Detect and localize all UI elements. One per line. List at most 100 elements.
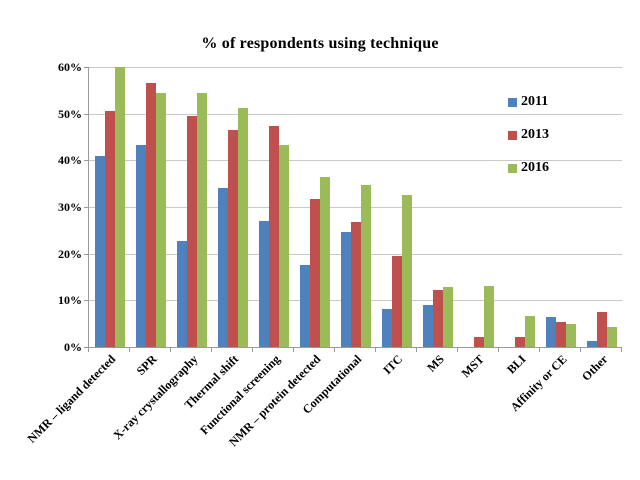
legend-swatch-2016 — [508, 163, 517, 173]
bar-groups — [89, 67, 622, 347]
x-axis-label-other: Other — [578, 352, 611, 384]
bar-2011-itc — [381, 309, 392, 347]
bar-2013-functional-screening — [268, 125, 279, 347]
bar-2011-functional-screening — [258, 221, 269, 347]
bar-2013-thermal-shift — [227, 130, 238, 347]
bar-2016-mst — [483, 286, 494, 347]
bar-2013-mst — [473, 336, 484, 347]
legend-item-2011: 2011 — [508, 94, 548, 110]
bar-2016-nmr-ligand-detected — [114, 67, 125, 347]
y-tickmark-30 — [84, 207, 88, 208]
x-tickmark-13 — [621, 348, 622, 352]
bar-2013-other — [596, 312, 607, 347]
bar-2016-computational — [360, 184, 371, 347]
chart-title: % of respondents using technique — [201, 35, 439, 52]
y-axis-label-60: 60% — [58, 60, 82, 74]
bar-2016-nmr-protein-detected — [319, 176, 330, 347]
x-tickmark-6 — [334, 348, 335, 352]
legend-swatch-2013 — [508, 130, 517, 140]
bar-2016-functional-screening — [278, 145, 289, 347]
y-axis-label-10: 10% — [58, 293, 82, 308]
bar-2013-x-ray-crystallography — [186, 116, 197, 347]
y-tickmark-60 — [84, 67, 88, 68]
bar-2013-nmr-protein-detected — [309, 198, 320, 347]
y-axis-label-50: 50% — [58, 106, 82, 121]
bar-2013-affinity-or-ce — [555, 321, 566, 347]
bar-group-functional-screening — [253, 67, 294, 347]
legend-swatch-2011 — [508, 97, 517, 107]
y-axis-label-20: 20% — [58, 246, 82, 261]
bar-2013-itc — [391, 256, 402, 347]
x-tickmark-7 — [374, 348, 376, 352]
x-axis-label-itc: ITC — [380, 352, 406, 377]
plot-area — [84, 67, 622, 352]
x-tickmark-12 — [580, 348, 581, 352]
bar-2011-ms — [422, 305, 433, 347]
x-tickmark-2 — [169, 348, 171, 352]
bar-group-nmr-ligand-detected — [89, 67, 130, 347]
bar-2016-x-ray-crystallography — [196, 92, 207, 347]
x-tickmark-10 — [498, 348, 499, 352]
bar-group-bli — [499, 67, 540, 347]
x-tickmark-9 — [456, 348, 458, 352]
bar-2013-ms — [432, 289, 443, 347]
x-axis-label-ms: MS — [423, 352, 447, 375]
bar-2013-spr — [145, 82, 156, 347]
bar-group-x-ray-crystallography — [171, 67, 212, 347]
x-tickmark-0 — [88, 348, 89, 352]
bar-2011-x-ray-crystallography — [176, 240, 187, 347]
x-axis-label-mst: MST — [459, 352, 488, 381]
legend-item-2013: 2013 — [508, 127, 549, 143]
bar-group-other — [581, 67, 622, 347]
bar-2011-spr — [135, 144, 146, 347]
bar-2016-bli — [524, 315, 535, 347]
bar-2013-nmr-ligand-detected — [104, 111, 115, 347]
legend-label-2013: 2013 — [521, 127, 549, 142]
y-axis-label-40: 40% — [58, 153, 82, 168]
x-axis-label-spr: SPR — [133, 352, 160, 378]
bar-2011-affinity-or-ce — [545, 317, 556, 347]
bar-group-nmr-protein-detected — [294, 67, 335, 347]
y-tickmark-20 — [84, 253, 88, 255]
y-tickmark-10 — [84, 300, 88, 302]
legend-label-2016: 2016 — [521, 160, 549, 175]
x-tickmark-3 — [211, 348, 212, 352]
gridline-30 — [89, 207, 622, 208]
y-tickmark-0 — [84, 347, 88, 348]
bar-2011-thermal-shift — [217, 188, 228, 347]
bar-group-itc — [376, 67, 417, 347]
y-axis-label-0: 0% — [64, 340, 82, 354]
bar-2016-spr — [155, 92, 166, 347]
bar-2016-itc — [401, 195, 412, 347]
bar-group-affinity-or-ce — [540, 67, 581, 347]
bar-group-thermal-shift — [212, 67, 253, 347]
x-tickmark-5 — [293, 348, 294, 352]
bar-group-mst — [458, 67, 499, 347]
legend-label-2011: 2011 — [521, 94, 549, 109]
bar-2016-other — [606, 326, 617, 347]
bar-2016-affinity-or-ce — [565, 323, 576, 347]
legend-item-2016: 2016 — [508, 160, 549, 176]
bar-group-spr — [130, 67, 171, 347]
x-axis-label-bli: BLI — [503, 352, 529, 377]
gridline-40 — [89, 160, 622, 162]
x-tickmark-1 — [128, 348, 130, 352]
y-tickmark-40 — [84, 160, 88, 162]
x-tickmark-11 — [539, 348, 540, 352]
x-tickmark-8 — [415, 348, 417, 352]
bar-2013-computational — [350, 222, 361, 347]
gridline-50 — [89, 113, 622, 115]
bar-2011-nmr-ligand-detected — [94, 155, 105, 347]
x-tickmark-4 — [251, 348, 253, 352]
bar-2013-bli — [514, 336, 525, 347]
bar-2011-nmr-protein-detected — [299, 265, 310, 347]
bar-2016-ms — [442, 287, 453, 347]
x-axis-label-nmr-ligand-detected: NMR – ligand detected — [24, 352, 119, 446]
y-tickmark-50 — [84, 113, 88, 115]
bar-group-computational — [335, 67, 376, 347]
y-axis-label-30: 30% — [58, 200, 82, 214]
bar-group-ms — [417, 67, 458, 347]
bar-2011-computational — [340, 232, 351, 347]
gridline-60 — [89, 67, 622, 68]
